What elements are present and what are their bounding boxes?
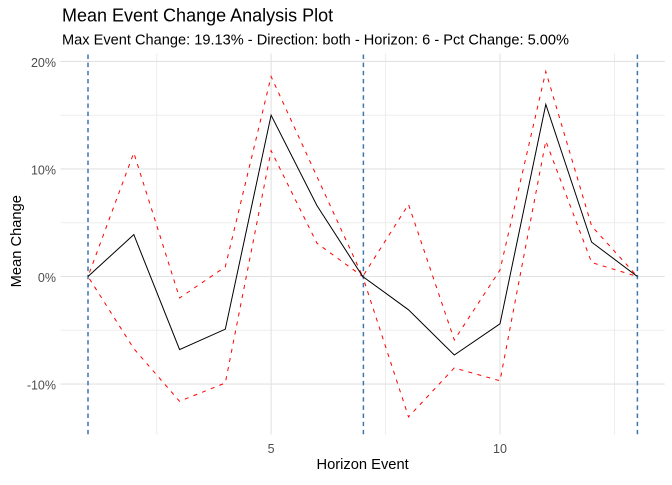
svg-text:20%: 20%: [31, 56, 56, 70]
svg-text:10%: 10%: [31, 163, 56, 177]
svg-text:Horizon Event: Horizon Event: [316, 457, 408, 473]
svg-text:Mean Event Change Analysis Plo: Mean Event Change Analysis Plot: [62, 6, 333, 26]
svg-text:0%: 0%: [38, 271, 56, 285]
svg-text:-10%: -10%: [27, 379, 56, 393]
svg-text:10: 10: [493, 442, 507, 456]
svg-text:Max Event Change: 19.13% - Dir: Max Event Change: 19.13% - Direction: bo…: [62, 33, 569, 49]
svg-text:Mean Change: Mean Change: [9, 195, 25, 287]
svg-text:5: 5: [268, 442, 275, 456]
